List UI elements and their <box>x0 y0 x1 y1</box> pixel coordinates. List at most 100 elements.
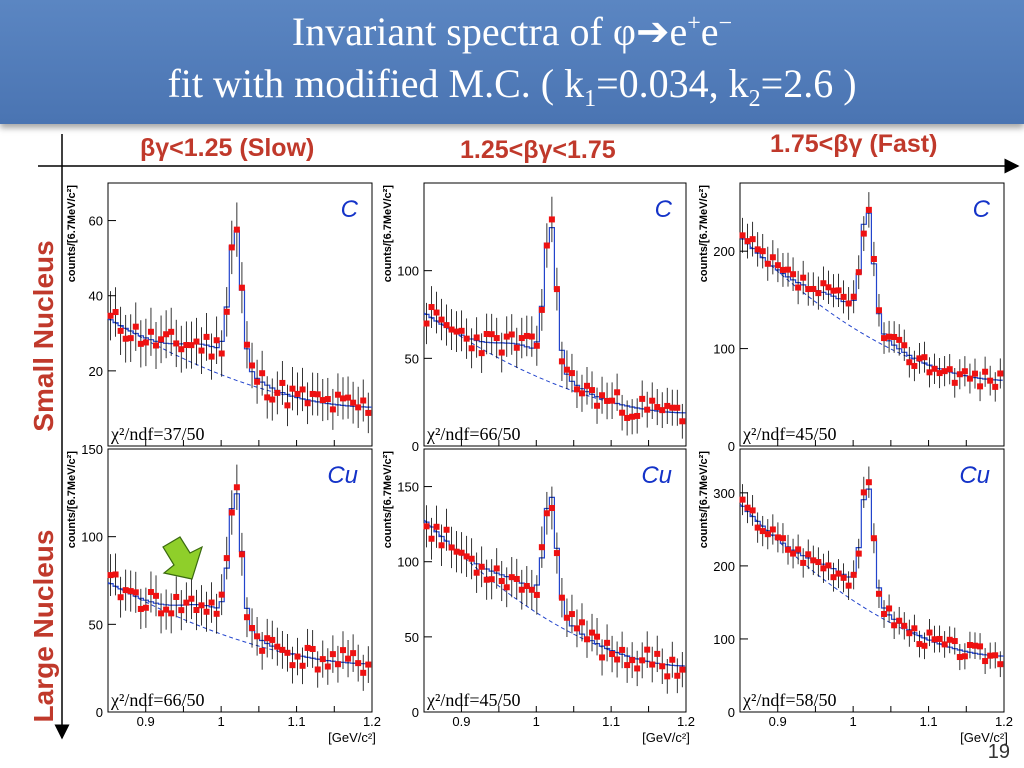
data-point <box>498 349 505 356</box>
nucleus-label: C <box>973 196 991 223</box>
data-point <box>875 590 882 597</box>
data-point <box>749 236 756 243</box>
y-tick-label: 100 <box>713 632 735 647</box>
data-point <box>493 335 500 342</box>
data-point <box>881 610 888 617</box>
data-point <box>458 327 465 334</box>
data-point <box>279 379 286 386</box>
data-point <box>493 565 500 572</box>
total-fit-line <box>108 493 371 665</box>
data-point <box>543 242 550 249</box>
y-tick-label: 200 <box>713 244 735 259</box>
data-point <box>309 645 316 652</box>
nucleus-label: C <box>655 196 673 223</box>
data-point <box>769 254 776 261</box>
data-point <box>604 639 611 646</box>
data-point <box>870 255 877 262</box>
data-point <box>122 335 129 342</box>
data-point <box>508 574 515 581</box>
data-point <box>589 387 596 394</box>
data-point <box>188 342 195 349</box>
plot-frame <box>107 448 373 713</box>
data-point <box>284 649 291 656</box>
data-point <box>178 607 185 614</box>
data-point <box>578 390 585 397</box>
data-point <box>163 331 170 338</box>
data-point <box>329 651 336 658</box>
data-point <box>238 284 245 291</box>
data-point <box>795 546 802 553</box>
data-point <box>594 633 601 640</box>
data-point <box>223 555 230 562</box>
y-tick-label: 200 <box>713 559 735 574</box>
data-point <box>324 396 331 403</box>
title-line-2: fit with modified M.C. ( k1=0.034, k2=2.… <box>167 61 857 112</box>
data-point <box>982 368 989 375</box>
data-point <box>319 656 326 663</box>
data-point <box>168 610 175 617</box>
data-point <box>112 571 119 578</box>
total-fit-line <box>424 227 685 414</box>
data-point <box>835 287 842 294</box>
data-point <box>961 368 968 375</box>
data-point <box>513 575 520 582</box>
data-point <box>987 652 994 659</box>
y-axis-label: counts/[6.7MeV/c²] <box>382 185 394 283</box>
data-point <box>805 286 812 293</box>
data-point <box>654 650 661 657</box>
data-point <box>563 366 570 373</box>
title-bar: Invariant spectra of φ➔e+e− fit with mod… <box>0 0 1024 124</box>
data-point <box>901 342 908 349</box>
data-point <box>840 574 847 581</box>
data-point <box>269 636 276 643</box>
plot-frame <box>739 448 1005 713</box>
nucleus-label: Cu <box>641 462 672 489</box>
data-point <box>790 271 797 278</box>
data-point <box>604 397 611 404</box>
data-point <box>886 605 893 612</box>
data-point <box>951 638 958 645</box>
data-point <box>274 389 281 396</box>
data-point <box>956 654 963 661</box>
data-point <box>941 641 948 648</box>
x-tick-label: 0.9 <box>452 714 470 729</box>
data-point <box>142 604 149 611</box>
chi2-label: χ²/ndf=45/50 <box>742 424 837 444</box>
data-point <box>324 663 331 670</box>
nucleus-label: Cu <box>327 462 358 489</box>
data-point <box>238 551 245 558</box>
data-point <box>558 358 565 365</box>
data-point <box>329 406 336 413</box>
data-point <box>891 622 898 629</box>
data-point <box>599 392 606 399</box>
data-point <box>906 630 913 637</box>
data-point <box>188 595 195 602</box>
x-tick-label: 1.1 <box>920 714 938 729</box>
data-point <box>584 636 591 643</box>
data-point <box>769 526 776 533</box>
data-point <box>982 658 989 665</box>
data-point <box>759 248 766 255</box>
data-point <box>448 326 455 333</box>
data-point <box>624 414 631 421</box>
data-point <box>243 341 250 348</box>
data-point <box>921 354 928 361</box>
data-point <box>936 635 943 642</box>
y-tick-label: 0 <box>412 439 419 454</box>
data-point <box>498 578 505 585</box>
data-point <box>183 599 190 606</box>
data-point <box>163 606 170 613</box>
data-point <box>961 653 968 660</box>
data-point <box>946 366 953 373</box>
data-point <box>294 653 301 660</box>
data-point <box>860 489 867 496</box>
data-point <box>779 266 786 273</box>
data-point <box>855 269 862 276</box>
data-point <box>233 484 240 491</box>
data-point <box>820 280 827 287</box>
data-point <box>463 553 470 560</box>
page-number: 19 <box>987 741 1010 763</box>
data-point <box>865 479 872 486</box>
data-point <box>926 369 933 376</box>
data-point <box>249 362 256 369</box>
